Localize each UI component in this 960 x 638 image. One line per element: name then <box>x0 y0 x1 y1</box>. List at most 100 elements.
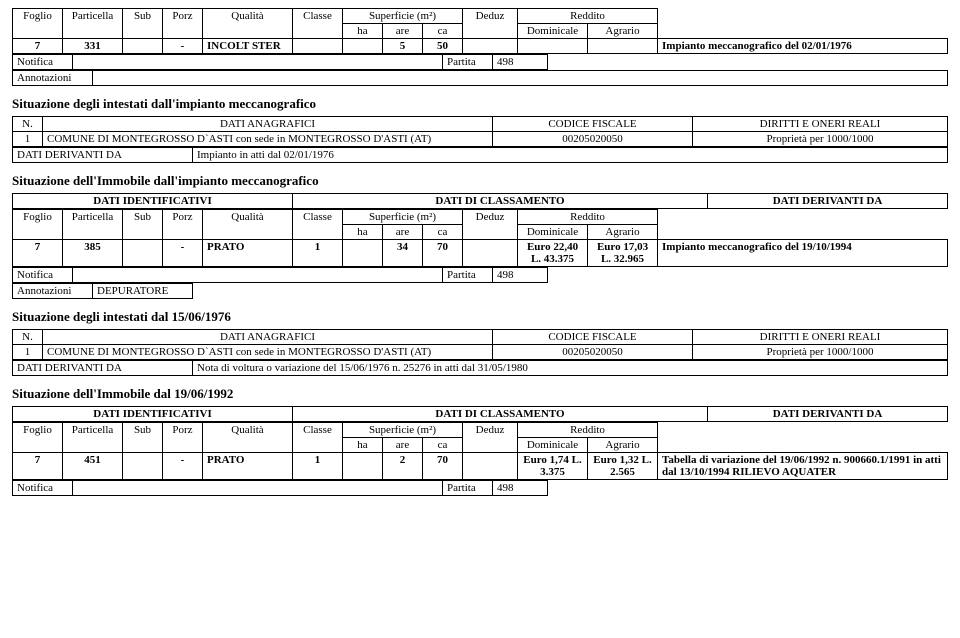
v-porz: - <box>163 39 203 54</box>
notifica-row-1: Notifica Partita 498 <box>12 54 948 70</box>
header-row-1: Foglio Particella Sub Porz Qualità Class… <box>13 423 948 438</box>
h-sub: Sub <box>123 210 163 240</box>
h-agrario: Agrario <box>588 225 658 240</box>
h-dati-der: DATI DERIVANTI DA <box>708 194 948 209</box>
classamento-header-1: DATI IDENTIFICATIVI DATI DI CLASSAMENTO … <box>12 193 948 209</box>
h-superficie: Superficie (m²) <box>343 423 463 438</box>
section3-title: Situazione dell'Immobile dall'impianto m… <box>12 173 948 189</box>
notifica-row-3: Notifica Partita 498 <box>12 480 948 496</box>
h-agrario: Agrario <box>588 438 658 453</box>
v-deduz <box>463 453 518 480</box>
h-reddito: Reddito <box>518 210 658 225</box>
v-sub <box>123 240 163 267</box>
v-sub <box>123 39 163 54</box>
h-classe: Classe <box>293 9 343 39</box>
section4-title: Situazione degli intestati dal 15/06/197… <box>12 309 948 325</box>
intestati-row: 1 COMUNE DI MONTEGROSSO D`ASTI con sede … <box>13 345 948 360</box>
v-diritti: Proprietà per 1000/1000 <box>693 345 948 360</box>
v-notifica <box>73 481 443 496</box>
h-agrario: Agrario <box>588 24 658 39</box>
h-dati-cl: DATI DI CLASSAMENTO <box>293 407 708 422</box>
h-ha: ha <box>343 438 383 453</box>
v-porz: - <box>163 240 203 267</box>
v-n: 1 <box>13 345 43 360</box>
v-anagrafica: COMUNE DI MONTEGROSSO D`ASTI con sede in… <box>43 132 493 147</box>
h-ha: ha <box>343 225 383 240</box>
section5-title: Situazione dell'Immobile dal 19/06/1992 <box>12 386 948 402</box>
h-ha: ha <box>343 24 383 39</box>
h-foglio: Foglio <box>13 210 63 240</box>
v-cf: 00205020050 <box>493 132 693 147</box>
v-classe: 1 <box>293 453 343 480</box>
h-foglio: Foglio <box>13 9 63 39</box>
l-partita: Partita <box>443 55 493 70</box>
v-deduz <box>463 39 518 54</box>
v-particella: 385 <box>63 240 123 267</box>
v-ca: 70 <box>423 240 463 267</box>
l-partita: Partita <box>443 481 493 496</box>
v-cf: 00205020050 <box>493 345 693 360</box>
v-ha <box>343 453 383 480</box>
h-diritti: DIRITTI E ONERI REALI <box>693 330 948 345</box>
l-derivanti: DATI DERIVANTI DA <box>13 148 193 163</box>
classamento-header-2: DATI IDENTIFICATIVI DATI DI CLASSAMENTO … <box>12 406 948 422</box>
v-foglio: 7 <box>13 39 63 54</box>
h-particella: Particella <box>63 9 123 39</box>
h-porz: Porz <box>163 423 203 453</box>
v-foglio: 7 <box>13 453 63 480</box>
l-annotazioni: Annotazioni <box>13 284 93 299</box>
h-n: N. <box>13 330 43 345</box>
v-ca: 70 <box>423 453 463 480</box>
h-qualita: Qualità <box>203 9 293 39</box>
v-agrario <box>588 39 658 54</box>
intestati-header: N. DATI ANAGRAFICI CODICE FISCALE DIRITT… <box>13 330 948 345</box>
h-deduz: Deduz <box>463 210 518 240</box>
v-dominicale: Euro 22,40 L. 43.375 <box>518 240 588 267</box>
v-ha <box>343 240 383 267</box>
h-ca: ca <box>423 225 463 240</box>
notifica-row-2: Notifica Partita 498 <box>12 267 948 283</box>
v-partita: 498 <box>493 481 548 496</box>
h-superficie: Superficie (m²) <box>343 210 463 225</box>
annotazioni-row-2: Annotazioni DEPURATORE <box>12 283 948 299</box>
v-ha <box>343 39 383 54</box>
v-partita: 498 <box>493 55 548 70</box>
v-anagrafica: COMUNE DI MONTEGROSSO D`ASTI con sede in… <box>43 345 493 360</box>
property-table-3: Foglio Particella Sub Porz Qualità Class… <box>12 422 948 480</box>
v-classe: 1 <box>293 240 343 267</box>
h-reddito: Reddito <box>518 9 658 24</box>
h-diritti: DIRITTI E ONERI REALI <box>693 117 948 132</box>
v-n: 1 <box>13 132 43 147</box>
v-are: 34 <box>383 240 423 267</box>
h-anagrafici: DATI ANAGRAFICI <box>43 330 493 345</box>
v-are: 5 <box>383 39 423 54</box>
l-derivanti: DATI DERIVANTI DA <box>13 361 193 376</box>
section2-title: Situazione degli intestati dall'impianto… <box>12 96 948 112</box>
data-row: 7 385 - PRATO 1 34 70 Euro 22,40 L. 43.3… <box>13 240 948 267</box>
l-notifica: Notifica <box>13 268 73 283</box>
derivanti-row-2: DATI DERIVANTI DA Nota di voltura o vari… <box>12 360 948 376</box>
h-are: are <box>383 225 423 240</box>
h-deduz: Deduz <box>463 423 518 453</box>
l-partita: Partita <box>443 268 493 283</box>
intestati-table-2: N. DATI ANAGRAFICI CODICE FISCALE DIRITT… <box>12 329 948 360</box>
v-annotazioni <box>93 71 948 86</box>
v-notifica <box>73 268 443 283</box>
v-dominicale <box>518 39 588 54</box>
h-dominicale: Dominicale <box>518 438 588 453</box>
v-partita: 498 <box>493 268 548 283</box>
v-notifica <box>73 55 443 70</box>
intestati-table-1: N. DATI ANAGRAFICI CODICE FISCALE DIRITT… <box>12 116 948 147</box>
h-sub: Sub <box>123 9 163 39</box>
h-ca: ca <box>423 438 463 453</box>
h-are: are <box>383 438 423 453</box>
v-foglio: 7 <box>13 240 63 267</box>
h-ca: ca <box>423 24 463 39</box>
v-sub <box>123 453 163 480</box>
h-deduz: Deduz <box>463 9 518 39</box>
h-foglio: Foglio <box>13 423 63 453</box>
h-particella: Particella <box>63 423 123 453</box>
h-sub: Sub <box>123 423 163 453</box>
v-agrario: Euro 17,03 L. 32.965 <box>588 240 658 267</box>
v-particella: 331 <box>63 39 123 54</box>
